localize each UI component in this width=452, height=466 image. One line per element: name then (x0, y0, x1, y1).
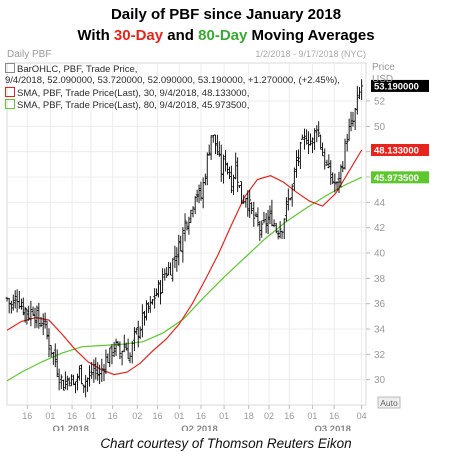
last-price-tag (371, 79, 429, 92)
x-tick-label: 16 (22, 411, 32, 421)
sma80-text: SMA, PBF, Trade Price(Last), 80, 9/4/201… (17, 100, 250, 111)
legend-sma80[interactable]: SMA, PBF, Trade Price(Last), 80, 9/4/201… (5, 99, 249, 111)
x-tick-label: 01 (45, 411, 55, 421)
ohlc-title: BarOHLC, PBF, Trade Price, (17, 64, 138, 75)
plot-area (6, 62, 367, 406)
chart-caption: Chart courtesy of Thomson Reuters Eikon (100, 436, 352, 451)
date-range: 1/2/2018 - 9/17/2018 (NYC) (255, 49, 366, 59)
sma80-price-tag (371, 171, 429, 184)
price-chart: 303234363840424446485052 160116011602160… (0, 47, 452, 431)
sma80-checkbox[interactable] (5, 99, 15, 109)
sma30-price-tag (371, 143, 429, 156)
title-30-day: 30-Day (113, 27, 164, 44)
last-price-tag-label: 53.190000 (374, 81, 419, 92)
sma30-line (6, 149, 363, 376)
x-tick-label: 16 (67, 411, 77, 421)
legend-ohlc-values: 9/4/2018, 52.090000, 53.720000, 52.09000… (5, 75, 340, 86)
sma30-text: SMA, PBF, Trade Price(Last), 30, 9/4/201… (17, 88, 250, 99)
x-tick-label: 01 (219, 411, 229, 421)
x-tick-label: 01 (86, 411, 96, 421)
ohlc-checkbox[interactable] (5, 63, 15, 73)
ohlc-bars (5, 79, 364, 398)
quarter-label: Q2 2018 (181, 424, 217, 431)
x-tick-label: 16 (284, 411, 294, 421)
chart-title-line1: Daily of PBF since January 2018 (110, 6, 342, 23)
x-tick-label: 01 (174, 411, 184, 421)
title-prefix: With (77, 27, 114, 44)
x-tick-label: 16 (108, 411, 118, 421)
y-tick-label: 34 (374, 325, 386, 336)
title-80-day: 80-Day (198, 27, 248, 44)
y-tick-label: 30 (374, 375, 386, 386)
auto-scale-label: Auto (380, 398, 398, 408)
title-suffix: Moving Averages (247, 27, 375, 44)
currency-label: USD (372, 74, 393, 85)
y-tick-label: 40 (374, 249, 386, 260)
legend-ohlc[interactable]: BarOHLC, PBF, Trade Price, (5, 63, 137, 75)
price-tags: 53.190000 48.133000 45.973500 (371, 79, 429, 184)
sma30-price-tag-label: 48.133000 (374, 145, 419, 156)
sma80-price-tag-label: 45.973500 (374, 173, 419, 184)
x-tick-label: 16 (153, 411, 163, 421)
gridlines (7, 63, 366, 405)
x-tick-label: 02 (132, 411, 142, 421)
y-tick-label: 42 (374, 223, 386, 234)
y-tick-label: 44 (374, 198, 386, 209)
quarter-label: Q1 2018 (52, 424, 88, 431)
x-tick-label: 02 (264, 411, 274, 421)
x-tick-label: 18 (244, 411, 254, 421)
sma30-checkbox[interactable] (5, 87, 15, 97)
x-tick-label: 16 (196, 411, 206, 421)
y-tick-label: 50 (374, 122, 386, 133)
chart-title-line2: With 30-Day and 80-Day Moving Averages (0, 27, 452, 44)
x-tick-label: 04 (357, 411, 367, 421)
y-tick-label: 36 (374, 299, 386, 310)
quarter-label: Q3 2018 (314, 424, 350, 431)
title-and: and (163, 27, 199, 44)
price-axis-label: Price (372, 62, 395, 73)
x-axis: 16 01 16 01 16 02 16 01 16 01 18 02 16 01 16 04 Q1 2018 Q… (22, 405, 367, 431)
symbol-label: Daily PBF (7, 49, 51, 60)
y-tick-label: 32 (374, 350, 386, 361)
legend-sma30[interactable]: SMA, PBF, Trade Price(Last), 30, 9/4/201… (5, 87, 249, 99)
sma80-line (6, 176, 362, 382)
x-tick-label: 16 (329, 411, 339, 421)
auto-scale-button[interactable] (377, 396, 401, 409)
y-tick-label: 52 (374, 97, 386, 108)
y-tick-label: 38 (374, 274, 386, 285)
x-tick-label: 01 (307, 411, 317, 421)
